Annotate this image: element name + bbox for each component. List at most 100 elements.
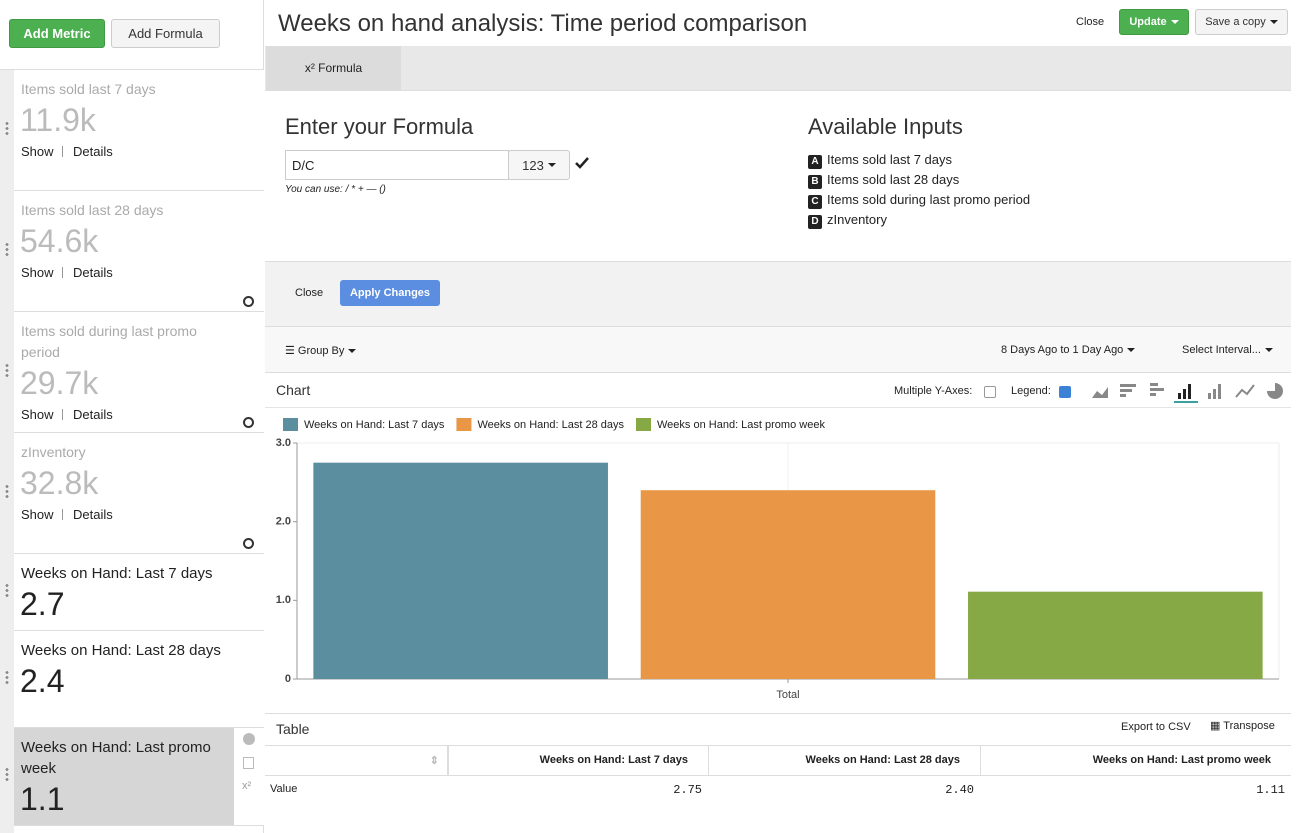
- metric-name: Items sold last 7 days: [21, 81, 156, 97]
- interval-label: Select Interval...: [1182, 344, 1261, 356]
- row-label: Value: [270, 783, 298, 795]
- link-separator: [62, 146, 63, 157]
- metric-card[interactable]: [14, 191, 264, 312]
- show-link[interactable]: Show: [21, 265, 54, 280]
- caret: [547, 163, 556, 167]
- sort-icon[interactable]: ⇕: [266, 745, 448, 775]
- row-divider: [265, 775, 1291, 776]
- date-range[interactable]: 8 Days Ago to 1 Day Ago: [1001, 344, 1136, 356]
- stacked-column-icon[interactable]: [1208, 384, 1221, 399]
- format-dropdown[interactable]: 123: [508, 150, 570, 180]
- formula-input[interactable]: D/C: [285, 150, 509, 180]
- metric-card[interactable]: [14, 312, 264, 433]
- show-link[interactable]: Show: [21, 507, 54, 522]
- show-link[interactable]: Show: [21, 144, 54, 159]
- group-by[interactable]: ☰ Group By: [285, 344, 357, 357]
- details-link[interactable]: Details: [73, 407, 113, 422]
- hbar-icon[interactable]: [1120, 384, 1136, 397]
- input-label: Items sold during last promo period: [827, 192, 1031, 207]
- multiple-y-label: Multiple Y-Axes:: [894, 385, 973, 397]
- drag-handle[interactable]: [5, 120, 9, 135]
- column-header: Weeks on Hand: Last promo week: [980, 745, 1291, 775]
- save-copy-label: Save a copy: [1205, 16, 1266, 28]
- input-item: B Items sold last 28 days: [808, 172, 959, 189]
- bar: [313, 462, 608, 679]
- chart-panel-title: Chart: [276, 382, 311, 398]
- drag-handle[interactable]: [5, 669, 9, 684]
- page-title: Weeks on hand analysis: Time period comp…: [278, 10, 808, 37]
- formula-badge[interactable]: x²: [242, 780, 252, 792]
- details-link[interactable]: Details: [73, 265, 113, 280]
- input-label: zInventory: [827, 212, 887, 227]
- group-by-label: Group By: [297, 345, 345, 357]
- interval[interactable]: Select Interval...: [1182, 344, 1273, 356]
- legend-swatch: [456, 418, 472, 431]
- export-link[interactable]: Export to CSV: [1121, 721, 1191, 733]
- metric-card[interactable]: [14, 70, 264, 191]
- input-letter: D: [808, 215, 822, 229]
- details-link[interactable]: Details: [73, 507, 113, 522]
- drag-handle[interactable]: [5, 241, 9, 256]
- input-label: Items sold last 7 days: [827, 152, 952, 167]
- metric-value: 11.9k: [20, 102, 96, 138]
- transpose-label: Transpose: [1223, 720, 1275, 732]
- metric-value: 1.1: [20, 781, 65, 817]
- clock-icon: [243, 417, 254, 428]
- column-header: Weeks on Hand: Last 28 days: [708, 745, 980, 775]
- input-letter: C: [808, 195, 822, 209]
- close-button[interactable]: Close: [295, 287, 324, 299]
- metric-name: Weeks on Hand: Last promo week: [21, 739, 211, 777]
- remove-icon[interactable]: [243, 733, 255, 745]
- column-icon[interactable]: [1178, 384, 1191, 399]
- y-tick-label: 1.0: [276, 594, 291, 606]
- area-icon[interactable]: [1092, 387, 1108, 398]
- drag-handle[interactable]: [5, 767, 9, 781]
- drag-handle[interactable]: [5, 362, 9, 377]
- divider: [265, 713, 1291, 714]
- details-link[interactable]: Details: [73, 144, 113, 159]
- table-cell: 2.75: [673, 783, 702, 797]
- apply-button[interactable]: Apply Changes: [340, 280, 440, 306]
- bar: [968, 591, 1263, 679]
- table-cell: 1.11: [1256, 783, 1285, 797]
- update-button[interactable]: Update: [1119, 9, 1189, 35]
- metric-card[interactable]: [14, 433, 264, 554]
- inputs-heading: Available Inputs: [808, 114, 963, 139]
- drag-handle[interactable]: [5, 483, 9, 498]
- legend-label: Weeks on Hand: Last 7 days: [304, 419, 445, 431]
- legend-checkbox[interactable]: [1059, 386, 1071, 398]
- metric-name: Items sold last 28 days: [21, 202, 164, 218]
- add-metric-button[interactable]: Add Metric: [9, 19, 105, 48]
- metric-card[interactable]: [14, 631, 264, 728]
- format-label: 123: [522, 157, 544, 173]
- close-link[interactable]: Close: [1076, 16, 1105, 28]
- handle-strip: [0, 70, 14, 833]
- add-formula-button[interactable]: Add Formula: [111, 19, 220, 48]
- show-link[interactable]: Show: [21, 407, 54, 422]
- multiple-y-checkbox[interactable]: [984, 386, 996, 398]
- drag-handle[interactable]: [5, 582, 9, 597]
- caret: [1264, 348, 1273, 353]
- divider: [0, 69, 264, 70]
- formula-hint: You can use: / * + — (): [285, 184, 386, 195]
- clock-icon: [243, 538, 254, 549]
- line-icon[interactable]: [1235, 384, 1255, 398]
- table: [265, 745, 1291, 805]
- metric-card[interactable]: [14, 554, 264, 631]
- formula-tab[interactable]: x² Formula: [266, 46, 401, 91]
- pie-icon[interactable]: [1267, 383, 1283, 399]
- stack-icon[interactable]: [1150, 383, 1164, 396]
- save-copy-button[interactable]: Save a copy: [1195, 9, 1288, 35]
- table-cell: 2.40: [945, 783, 974, 797]
- chart: 0 1.0 2.0 3.0 Total Weeks on Hand: Last 7 day…: [276, 418, 1280, 701]
- toolbar: [265, 327, 1291, 373]
- clock-icon: [243, 296, 254, 307]
- transpose-link[interactable]: ▦ Transpose: [1210, 720, 1275, 732]
- legend-swatch: [636, 418, 651, 431]
- selected-bg: [14, 728, 234, 825]
- link-separator: [62, 509, 63, 520]
- copy-icon[interactable]: [243, 757, 254, 769]
- y-tick-label: 2.0: [276, 516, 291, 528]
- input-letter: A: [808, 155, 822, 169]
